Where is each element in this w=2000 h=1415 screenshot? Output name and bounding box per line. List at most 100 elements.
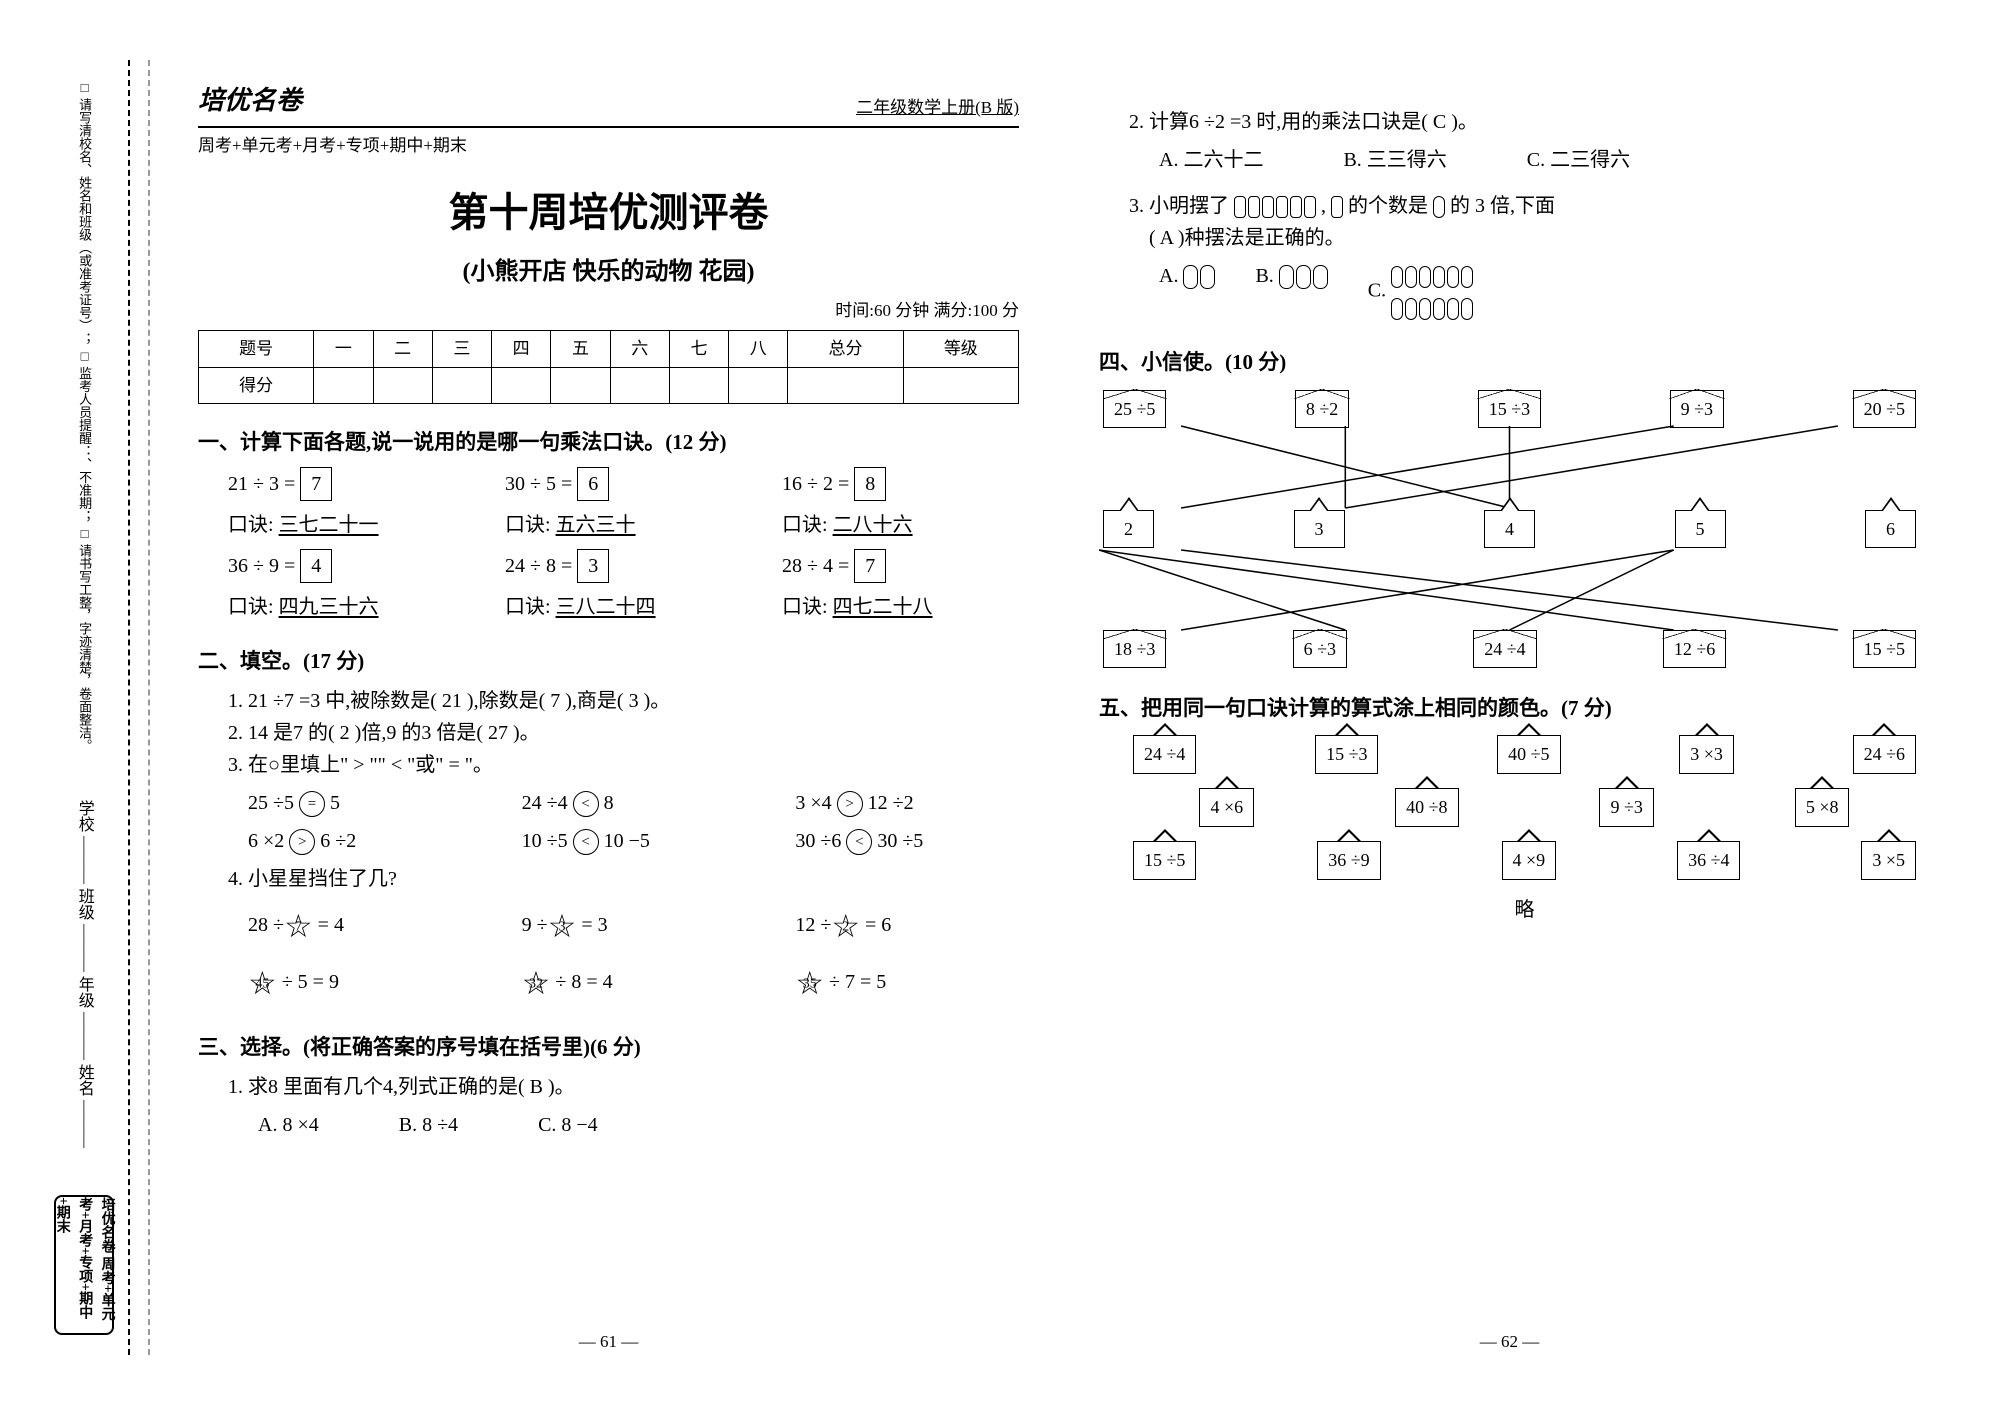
option: A. [1159,260,1215,324]
s2-q2: 2. 14 是7 的( 2 )倍,9 的3 倍是( 27 )。 [228,717,1019,749]
house-node: 36 ÷4 [1677,841,1740,880]
house-node: 3 ×3 [1679,735,1734,774]
calc-item: 24 ÷ 8 = 3 [505,549,742,583]
s5-note: 略 [1129,894,1920,926]
score-col: 二 [373,331,432,367]
option: B. 三三得六 [1343,144,1446,176]
score-table: 题号一二三四五六七八总分等级 得分 [198,330,1019,403]
house-node: 40 ÷5 [1497,735,1560,774]
option: C. 二三得六 [1527,144,1630,176]
compare-item: 6 ×2 > 6 ÷2 [248,825,472,857]
compare-item: 10 ÷5 < 10 −5 [522,825,746,857]
star-item: ☆35 ÷ 7 = 5 [795,958,1019,1009]
section-2-heading: 二、填空。(17 分) [198,645,1019,679]
test-title: 第十周培优测评卷 [198,181,1019,245]
envelope-node: 18 ÷3 [1103,630,1166,669]
binding-spine: □ 请写清校名、姓名和班级（或准考证号）； □ 监考人员提醒：、不准期； □ 请… [40,60,130,1355]
mailbox-node: 2 [1103,510,1154,549]
mailbox-node: 3 [1294,510,1345,549]
star-item: 12 ÷☆2 = 6 [795,901,1019,952]
envelope-node: 6 ÷3 [1293,630,1347,669]
house-node: 24 ÷4 [1133,735,1196,774]
envelope-node: 15 ÷5 [1853,630,1916,669]
house-node: 9 ÷3 [1599,788,1653,827]
section-3-heading: 三、选择。(将正确答案的序号填在括号里)(6 分) [198,1031,1019,1065]
calc-item: 16 ÷ 2 = 8 [782,467,1019,501]
compare-item: 25 ÷5 = 5 [248,787,472,819]
score-col: 等级 [903,331,1018,367]
score-col: 四 [492,331,551,367]
s3-q3-line2: ( A )种摆法是正确的。 [1129,222,1920,254]
house-node: 4 ×9 [1502,841,1557,880]
star-item: 9 ÷☆3 = 3 [522,901,746,952]
koujue: 口诀: 三七二十一 [228,509,465,541]
spine-labels: 学校 ——— 班级 ——— 年级 ——— 姓名 ——— [71,800,97,1148]
header-subline: 周考+单元考+月考+专项+期中+期末 [198,132,1019,159]
s3-q2: 2. 计算6 ÷2 =3 时,用的乘法口诀是( C )。 [1129,106,1920,138]
compare-item: 24 ÷4 < 8 [522,787,746,819]
score-col: 六 [610,331,669,367]
s2-q4: 4. 小星星挡住了几? [228,863,1019,895]
page-left: 培优名卷 二年级数学上册(B 版) 周考+单元考+月考+专项+期中+期末 第十周… [158,60,1059,1355]
house-node: 5 ×8 [1795,788,1850,827]
mailbox-node: 4 [1484,510,1535,549]
koujue: 口诀: 五六三十 [505,509,742,541]
koujue: 口诀: 三八二十四 [505,591,742,623]
section-4-heading: 四、小信使。(10 分) [1099,346,1920,380]
envelope-node: 12 ÷6 [1663,630,1726,669]
section-5-heading: 五、把用同一句口诀计算的算式涂上相同的颜色。(7 分) [1099,692,1920,726]
spine-logo: 培优名卷 周考+单元考+月考+专项+期中+期末 [54,1195,114,1335]
option: B. [1255,260,1327,324]
house-node: 36 ÷9 [1317,841,1380,880]
time-score-bar: 时间:60 分钟 满分:100 分 [198,297,1019,324]
score-col: 三 [432,331,491,367]
s2-q1: 1. 21 ÷7 =3 中,被除数是( 21 ),除数是( 7 ),商是( 3 … [228,685,1019,717]
calc-item: 30 ÷ 5 = 6 [505,467,742,501]
score-col: 一 [314,331,373,367]
spine-instructions: □ 请写清校名、姓名和班级（或准考证号）； □ 监考人员提醒：、不准期； □ 请… [75,80,93,752]
calc-item: 28 ÷ 4 = 7 [782,549,1019,583]
star-item: 28 ÷☆7 = 4 [248,901,472,952]
score-col: 总分 [788,331,903,367]
house-node: 15 ÷3 [1315,735,1378,774]
house-node: 40 ÷8 [1395,788,1458,827]
test-subtitle: (小熊开店 快乐的动物 花园) [198,253,1019,291]
mailbox-node: 5 [1675,510,1726,549]
fold-line [148,60,150,1355]
page-number-left: — 61 — [579,1328,639,1355]
house-node: 24 ÷6 [1853,735,1916,774]
compare-item: 30 ÷6 < 30 ÷5 [795,825,1019,857]
shape-single-2 [1433,196,1445,218]
brand: 培优名卷 [198,80,302,122]
envelope-node: 25 ÷5 [1103,390,1166,429]
envelope-node: 9 ÷3 [1670,390,1724,429]
page-right: 2. 计算6 ÷2 =3 时,用的乘法口诀是( C )。 A. 二六十二 B. 三… [1059,60,1960,1355]
envelope-node: 24 ÷4 [1473,630,1536,669]
s2-q3: 3. 在○里填上" > "" < "或" = "。 [228,749,1019,781]
s3-q1: 1. 求8 里面有几个4,列式正确的是( B )。 [228,1071,1019,1103]
grade-label: 二年级数学上册(B 版) [856,94,1019,121]
matching-diagram: 25 ÷58 ÷215 ÷39 ÷320 ÷5 23456 18 ÷36 ÷32… [1099,390,1920,670]
house-node: 3 ×5 [1861,841,1916,880]
section-1-heading: 一、计算下面各题,说一说用的是哪一句乘法口诀。(12 分) [198,426,1019,460]
star-item: ☆32 ÷ 8 = 4 [522,958,746,1009]
envelope-node: 8 ÷2 [1295,390,1349,429]
mailbox-node: 6 [1865,510,1916,549]
star-item: ☆45 ÷ 5 = 9 [248,958,472,1009]
koujue: 口诀: 四七二十八 [782,591,1019,623]
s3-q3: 3. 小明摆了 , 的个数是 的 3 倍,下面 [1129,190,1920,222]
score-col: 五 [551,331,610,367]
calc-item: 36 ÷ 9 = 4 [228,549,465,583]
score-col: 八 [729,331,788,367]
envelope-node: 15 ÷3 [1478,390,1541,429]
page-number-right: — 62 — [1480,1328,1540,1355]
koujue: 口诀: 四九三十六 [228,591,465,623]
house-node: 15 ÷5 [1133,841,1196,880]
calc-item: 21 ÷ 3 = 7 [228,467,465,501]
option: C. [1368,260,1473,324]
compare-item: 3 ×4 > 12 ÷2 [795,787,1019,819]
shape-single-1 [1331,196,1343,218]
option: A. 二六十二 [1159,144,1263,176]
shape-group-large [1234,196,1316,218]
score-col: 七 [669,331,728,367]
